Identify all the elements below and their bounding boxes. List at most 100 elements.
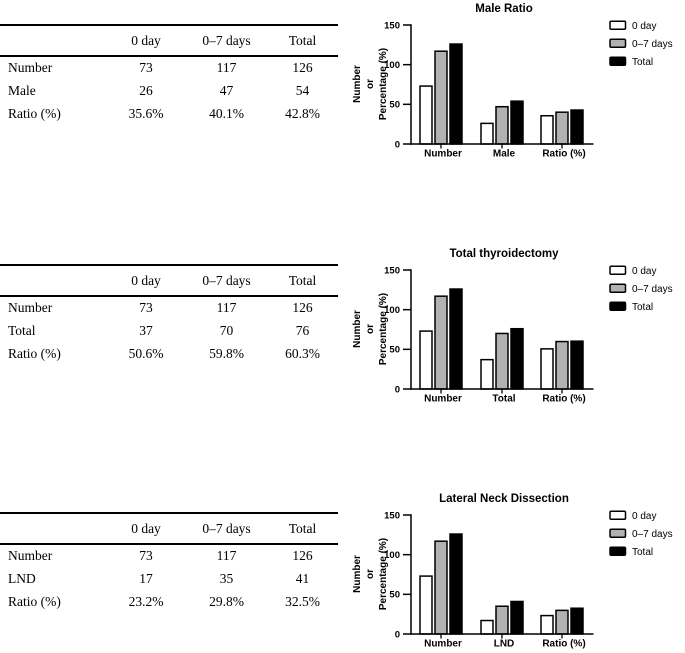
table-cell: 17 [139,570,153,586]
legend-swatch [609,301,627,311]
y-tick-label: 150 [384,510,400,521]
table-cell: 73 [139,548,153,563]
legend-label: Total [632,302,653,313]
column-header-total: Total [288,32,317,48]
bar [434,540,448,635]
legend-swatch [609,510,627,520]
table-cell: 76 [295,322,310,338]
y-tick-label: 0 [395,629,400,640]
y-axis-label: Percentage (%) [378,538,389,610]
y-tick-label: 100 [384,305,400,316]
legend-swatch [609,38,627,48]
bar [570,340,584,390]
y-tick-label: 100 [384,550,400,561]
legend-label: 0 day [632,266,656,277]
y-axis-label: Number [352,310,363,348]
y-tick-label: 0 [395,384,400,395]
table-lateral-neck-dissection: 0 day 0–7 days Total Number 73 117 126 L… [0,512,338,613]
data-table: 0 day 0–7 days Total Number 73 117 126 L… [0,512,338,613]
table-cell: 60.3% [285,345,320,361]
table-cell: 126 [292,300,313,315]
row-label: Ratio (%) [8,593,61,609]
x-category-label: Total [492,394,515,405]
legend-label: 0–7 days [632,529,673,540]
legend-swatch [609,20,627,30]
table-cell: 117 [216,300,237,315]
y-axis-label: or [365,324,376,334]
legend-label: 0–7 days [632,39,673,50]
row-label: Number [8,300,53,315]
table-cell: 35.6% [128,105,164,121]
x-category-label: Number [424,639,462,650]
legend-label: Total [632,57,653,68]
bar [449,533,463,635]
y-tick-label: 50 [389,345,400,356]
table-cell: 126 [292,548,313,563]
bar [495,332,509,390]
bar [434,295,448,390]
table-cell: 54 [295,82,310,98]
column-header-blank [0,265,106,296]
legend-swatch [609,56,627,66]
bar [480,122,494,145]
bar [419,85,433,145]
column-header-blank [0,25,106,56]
bar [434,50,448,145]
column-header-0-7days: 0–7 days [202,32,251,48]
chart-male-ratio: Male Ratio Number or Percentage (%) 0 50 100 15… [342,0,685,170]
table-cell: 23.2% [128,593,164,609]
bar [419,330,433,390]
column-header-0day: 0 day [131,32,161,48]
y-axis-label: Percentage (%) [378,48,389,120]
table-cell: 26 [139,82,153,98]
legend-label: 0 day [632,511,656,522]
bar [570,109,584,145]
chart-total-thyroidectomy: Total thyroidectomy Number or Percentage (%… [342,243,685,415]
table-cell: 35 [219,570,234,586]
y-tick-label: 150 [384,265,400,276]
bar-chart-svg: Total thyroidectomy Number or Percentage (%… [352,248,673,405]
table-cell: 126 [292,60,313,75]
bar [510,600,524,635]
bar [540,614,554,635]
bar [570,607,584,635]
bar [495,105,509,145]
table-cell: 42.8% [285,105,320,121]
table-cell: 117 [216,548,237,563]
column-header-0-7days: 0–7 days [202,520,251,536]
legend-swatch [609,283,627,293]
column-header-blank [0,513,106,544]
y-tick-label: 150 [384,20,400,31]
chart-lateral-neck-dissection: Lateral Neck Dissection Number or Percentag… [342,488,685,653]
x-category-label: Ratio (%) [542,639,585,650]
row-label: Ratio (%) [8,105,61,121]
table-cell: 29.8% [209,593,244,609]
bar [449,288,463,390]
table-row: Ratio (%) 50.6% 59.8% 60.3% [0,342,338,365]
table-cell: 47 [219,82,234,98]
table-cell: 37 [139,322,153,338]
column-header-0-7days: 0–7 days [202,272,251,288]
table-cell: 50.6% [128,345,164,361]
x-category-label: Number [424,149,462,160]
data-table: 0 day 0–7 days Total Number 73 117 126 M… [0,24,338,125]
column-header-0day: 0 day [131,272,161,288]
row-label: Ratio (%) [8,345,61,361]
legend-label: 0 day [632,21,656,32]
y-axis-label: Percentage (%) [378,293,389,365]
table-header-row: 0 day 0–7 days Total [0,25,338,56]
table-row: Ratio (%) 23.2% 29.8% 32.5% [0,590,338,613]
bar [480,619,494,635]
x-category-label: Ratio (%) [542,394,585,405]
table-row: Total 37 70 76 [0,319,338,342]
table-cell: 117 [216,60,237,75]
table-cell: 73 [139,60,153,75]
legend-swatch [609,528,627,538]
row-label: Total [8,322,36,338]
chart-title: Total thyroidectomy [449,248,559,260]
table-cell: 32.5% [285,593,320,609]
table-cell: 70 [219,322,234,338]
table-header-row: 0 day 0–7 days Total [0,265,338,296]
